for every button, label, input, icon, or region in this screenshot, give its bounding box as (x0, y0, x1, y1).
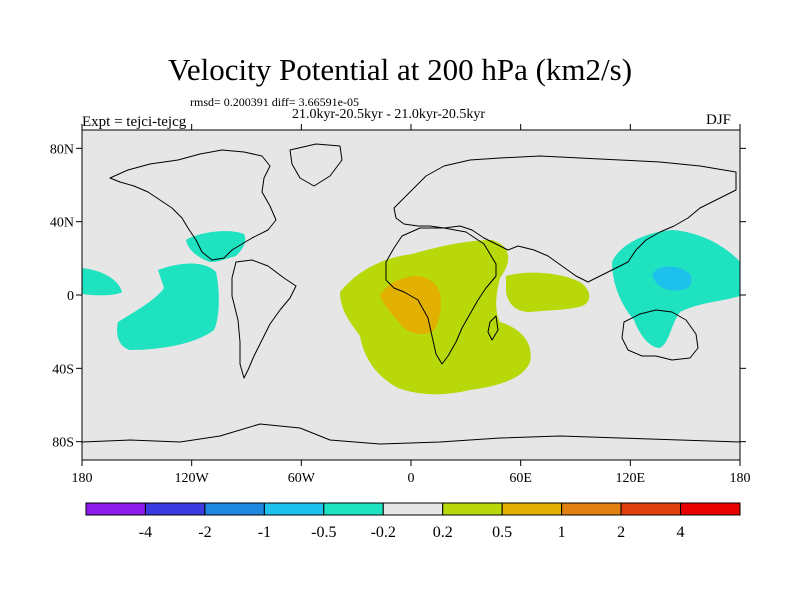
contour-region-indian-ocean (506, 272, 590, 312)
x-tick-label: 120E (616, 471, 646, 486)
colorbar-label: -0.5 (311, 524, 336, 541)
colorbar-label: 0.2 (433, 524, 453, 541)
stats-line: rmsd= 0.200391 diff= 3.66591e-05 (190, 95, 359, 109)
colorbar-swatch (442, 502, 503, 516)
colorbar-swatch (382, 502, 444, 516)
colorbar-swatch (561, 502, 622, 516)
coastlines (82, 143, 740, 445)
period-line: 21.0kyr-20.5kyr - 21.0kyr-20.5kyr (292, 107, 486, 122)
colorbar-swatch (620, 502, 682, 516)
axis-ticks (76, 124, 746, 466)
contour-region-eastern-pacific (117, 263, 219, 350)
colorbar-label: 0.5 (492, 524, 512, 541)
colorbar-label: 4 (677, 524, 685, 541)
colorbar-label: -1 (258, 524, 271, 541)
contour-core-west-pacific (652, 266, 692, 291)
coastline-australia (621, 309, 699, 361)
coastline-madagascar (487, 315, 499, 341)
colorbar-swatch (144, 502, 206, 516)
y-tick-label: 40S (52, 362, 74, 377)
coastline-north-america (109, 149, 277, 261)
x-tick-label: 120W (175, 471, 210, 486)
x-tick-label: 60W (288, 471, 316, 486)
coastline-eurasia (393, 155, 737, 283)
x-tick-label: 180 (72, 471, 93, 486)
x-tick-label: 0 (408, 471, 415, 486)
coastline-greenland (289, 143, 343, 187)
colorbar-label: -0.2 (371, 524, 396, 541)
contour-fills (82, 230, 740, 395)
coastline-south-america (231, 259, 297, 379)
colorbar-swatch (501, 502, 563, 516)
chart-title: Velocity Potential at 200 hPa (km2/s) (167, 52, 633, 87)
colorbar: -4 -2 -1 -0.5 -0.2 0.2 0.5 1 2 4 (85, 502, 741, 541)
y-tick-label: 80N (50, 142, 74, 157)
y-tick-label: 0 (67, 289, 74, 304)
coastline-antarctica (82, 423, 740, 445)
contour-region-gulf-of-mexico (186, 231, 246, 262)
axis-labels: 180 120W 60W 0 60E 120E 180 80N 40N 0 40S 80S (50, 142, 751, 486)
colorbar-label: 2 (617, 524, 625, 541)
colorbar-swatch (680, 502, 741, 516)
map-plot-area: 180 120W 60W 0 60E 120E 180 80N 40N 0 40S 80S (50, 124, 751, 486)
y-tick-label: 80S (52, 436, 74, 451)
contour-core-congo (380, 276, 441, 334)
experiment-label: Expt = tejci-tejcg (82, 114, 187, 130)
y-tick-label: 40N (50, 216, 74, 231)
season-label: DJF (706, 112, 732, 128)
colorbar-swatch (323, 502, 384, 516)
coastline-africa (385, 227, 497, 365)
colorbar-label: 1 (558, 524, 566, 541)
x-tick-label: 180 (730, 471, 751, 486)
colorbar-label: -4 (139, 524, 152, 541)
colorbar-swatch (263, 502, 325, 516)
colorbar-swatch (204, 502, 265, 516)
colorbar-swatch (85, 502, 146, 516)
x-tick-label: 60E (509, 471, 532, 486)
colorbar-label: -2 (198, 524, 211, 541)
contour-region-central-pacific (82, 268, 122, 296)
